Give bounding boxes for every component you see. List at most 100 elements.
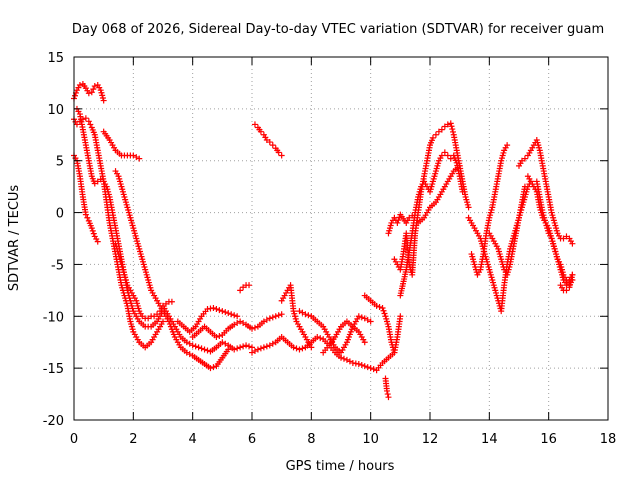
data-point <box>216 307 223 314</box>
x-tick-label: 18 <box>600 432 617 447</box>
data-point <box>438 152 445 159</box>
data-point <box>207 365 214 372</box>
data-point <box>373 302 380 309</box>
data-point <box>88 89 95 96</box>
data-point <box>210 364 217 371</box>
data-point <box>71 92 78 99</box>
series-prn-g <box>112 240 175 322</box>
data-point <box>338 354 344 361</box>
data-point <box>441 149 448 156</box>
data-point <box>87 121 94 128</box>
data-point <box>299 345 306 352</box>
data-point <box>384 391 391 398</box>
data-point <box>257 345 264 352</box>
data-point <box>395 217 402 224</box>
data-point <box>260 344 267 351</box>
data-point <box>249 344 255 351</box>
data-point <box>201 346 208 353</box>
data-point <box>160 318 166 325</box>
data-point <box>213 306 220 313</box>
y-tick-label: 0 <box>56 207 64 222</box>
data-point <box>448 123 455 130</box>
series-prn-a <box>71 80 107 104</box>
data-point <box>266 139 273 146</box>
data-point <box>355 360 362 367</box>
series-prn-o <box>320 318 368 356</box>
data-point <box>275 149 282 156</box>
data-point <box>361 339 368 346</box>
data-point <box>82 115 89 122</box>
data-point <box>367 318 374 325</box>
y-axis-label: SDTVAR / TECUs <box>7 185 22 292</box>
data-point <box>228 311 235 318</box>
y-tick-label: -15 <box>43 362 64 377</box>
data-point <box>447 120 454 127</box>
data-point <box>251 324 258 331</box>
data-point <box>76 82 83 89</box>
data-point <box>213 334 220 341</box>
series-prn-l <box>249 334 398 374</box>
data-point <box>340 355 347 362</box>
data-point <box>305 312 312 319</box>
data-point <box>459 188 466 195</box>
y-tick-label: 5 <box>56 155 64 170</box>
data-point <box>154 311 161 318</box>
data-point <box>449 128 456 135</box>
data-point <box>246 343 253 350</box>
data-point <box>85 90 92 97</box>
data-point <box>293 345 300 352</box>
y-tick-label: 10 <box>47 103 64 118</box>
data-point <box>456 162 463 169</box>
data-point <box>263 343 270 350</box>
series-prn-k <box>251 121 285 159</box>
series-prn-r <box>385 211 416 237</box>
data-point <box>91 83 98 90</box>
data-points <box>71 80 576 401</box>
data-point <box>195 344 202 351</box>
data-point <box>237 344 244 351</box>
data-point <box>198 345 205 352</box>
y-tick-label: -5 <box>51 258 64 273</box>
series-prn-q <box>382 375 392 401</box>
data-point <box>370 366 377 373</box>
series-prn-j <box>237 282 253 294</box>
data-point <box>222 309 229 316</box>
data-point <box>216 332 223 339</box>
y-tick-labels: -20 -15 -10 -5 0 5 10 15 <box>43 51 64 429</box>
y-tick-label: -20 <box>43 414 64 429</box>
data-point <box>88 225 95 232</box>
series-prn-x <box>486 183 528 278</box>
data-point <box>429 134 436 141</box>
data-point <box>504 142 511 149</box>
data-point <box>364 364 371 371</box>
data-point <box>444 152 451 159</box>
data-point <box>447 155 454 162</box>
data-point <box>432 131 439 138</box>
data-point <box>361 363 368 370</box>
data-point <box>189 342 196 349</box>
data-point <box>278 152 285 159</box>
series-prn-p <box>361 292 404 356</box>
data-point <box>563 287 570 294</box>
data-point <box>90 230 97 237</box>
data-point <box>308 344 315 351</box>
data-point <box>521 183 528 190</box>
series-prn-h <box>174 304 241 335</box>
x-tick-label: 2 <box>129 432 137 447</box>
x-tick-label: 8 <box>307 432 315 447</box>
data-point <box>237 287 244 294</box>
data-point <box>394 219 401 226</box>
data-point <box>94 238 101 245</box>
series-prn-w <box>468 142 511 278</box>
data-point <box>243 342 250 349</box>
series-prn-c <box>71 152 101 245</box>
data-point <box>84 214 91 221</box>
data-point <box>380 307 387 314</box>
data-point <box>358 314 365 321</box>
data-point <box>266 315 273 322</box>
y-tick-label: -10 <box>43 310 64 325</box>
chart-title: Day 068 of 2026, Sidereal Day-to-day VTE… <box>72 22 604 37</box>
x-tick-labels: 0 2 4 6 8 10 12 14 16 18 <box>70 432 616 447</box>
data-point <box>383 387 390 394</box>
